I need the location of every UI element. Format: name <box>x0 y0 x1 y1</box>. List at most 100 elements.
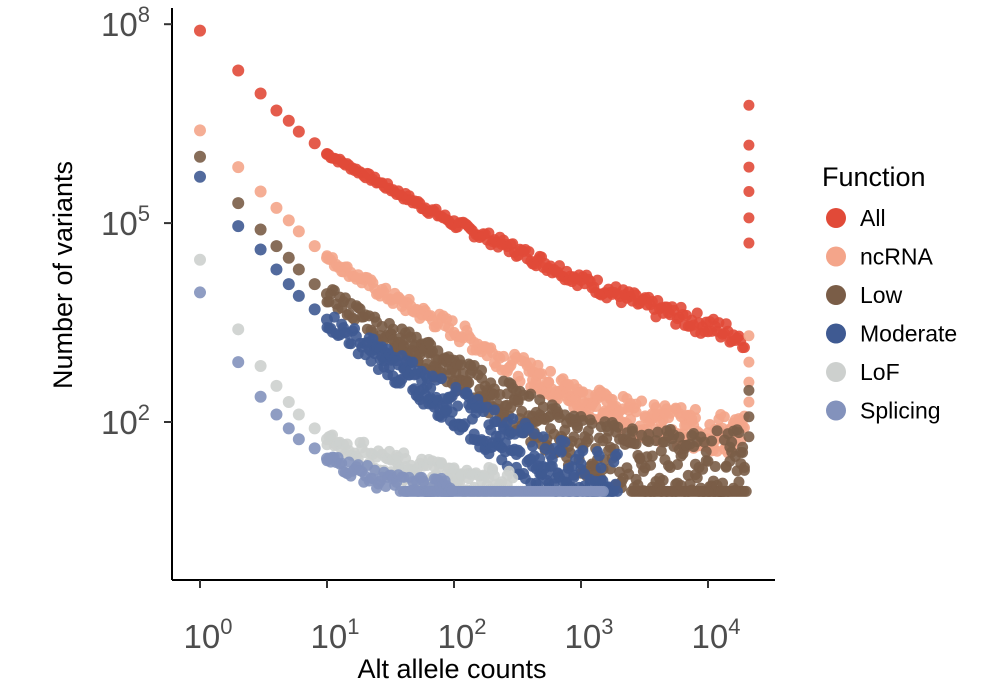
x-tick-label-exponent: 2 <box>474 614 486 639</box>
x-tick-label: 103 <box>565 614 614 655</box>
x-tick-label-base: 10 <box>311 618 348 655</box>
data-point <box>743 185 755 197</box>
data-point <box>743 396 755 408</box>
data-point <box>611 448 623 460</box>
data-point <box>544 365 556 377</box>
y-tick-label-exponent: 8 <box>138 2 150 27</box>
data-point <box>743 161 755 173</box>
data-point <box>537 431 549 443</box>
data-point <box>590 400 602 412</box>
data-point <box>652 426 664 438</box>
data-point <box>498 350 510 362</box>
legend-label-ncrna: ncRNA <box>860 244 934 270</box>
data-point <box>675 402 687 414</box>
data-point <box>743 356 755 368</box>
data-point <box>254 243 267 256</box>
data-point <box>630 406 642 418</box>
data-point <box>636 395 648 407</box>
legend-key-lof <box>826 362 846 382</box>
data-point <box>407 356 419 368</box>
data-point <box>645 459 657 471</box>
y-tick-label-base: 10 <box>101 205 138 242</box>
data-point <box>450 381 462 393</box>
data-point <box>537 401 549 413</box>
data-point <box>743 212 755 224</box>
x-axis-ticks: 100 101 102 103 104 <box>184 580 741 655</box>
x-tick-label: 100 <box>184 614 233 655</box>
x-tick-label-base: 10 <box>438 618 475 655</box>
data-point <box>593 450 605 462</box>
data-point <box>463 377 475 389</box>
plot-area <box>194 24 755 497</box>
data-point <box>194 170 206 183</box>
data-point <box>254 359 267 372</box>
data-point <box>476 364 488 376</box>
data-point <box>380 282 392 294</box>
data-point <box>435 373 447 385</box>
data-point <box>282 278 295 291</box>
data-point <box>743 237 755 249</box>
data-point <box>321 452 333 465</box>
data-point <box>254 185 267 198</box>
y-tick-label: 105 <box>101 201 150 242</box>
data-point <box>432 345 444 357</box>
data-point <box>308 278 321 291</box>
data-point <box>194 150 206 163</box>
data-point <box>514 446 526 458</box>
data-point <box>270 201 283 214</box>
data-point <box>743 376 755 388</box>
data-point <box>743 99 755 111</box>
data-point <box>270 408 283 421</box>
x-tick-label: 104 <box>692 614 741 655</box>
data-point <box>254 87 267 100</box>
data-point <box>528 428 540 440</box>
data-point <box>738 461 750 473</box>
data-point <box>743 330 755 342</box>
y-tick-label-base: 10 <box>101 6 138 43</box>
x-tick-label-exponent: 3 <box>601 614 613 639</box>
data-point <box>697 463 709 475</box>
data-point <box>577 445 589 457</box>
legend-label-splicing: Splicing <box>860 398 941 424</box>
data-point <box>488 470 500 482</box>
y-tick-label: 108 <box>101 2 150 43</box>
data-point <box>507 472 519 484</box>
series-all <box>194 24 755 354</box>
y-tick-label-exponent: 5 <box>138 201 150 226</box>
data-point <box>733 427 745 439</box>
data-point <box>270 263 283 276</box>
data-point <box>527 440 539 452</box>
data-point <box>358 436 370 448</box>
data-point <box>743 139 755 151</box>
data-point <box>194 286 206 299</box>
x-tick-label-exponent: 0 <box>220 614 232 639</box>
data-point <box>700 446 712 458</box>
data-point <box>597 485 609 497</box>
data-point <box>575 458 587 470</box>
data-point <box>592 274 604 286</box>
data-point <box>446 315 458 327</box>
data-point <box>582 433 594 445</box>
data-point <box>232 197 245 210</box>
data-point <box>446 485 458 497</box>
data-point <box>514 375 526 387</box>
data-point <box>611 485 623 497</box>
data-point <box>254 390 267 403</box>
data-point <box>630 438 642 450</box>
data-point <box>718 411 730 423</box>
data-point <box>387 323 399 335</box>
x-tick-label-exponent: 1 <box>347 614 359 639</box>
data-point <box>308 240 321 253</box>
data-point <box>706 435 718 447</box>
legend-label-low: Low <box>860 282 903 308</box>
legend-key-low <box>826 285 846 305</box>
data-point <box>536 368 548 380</box>
legend-key-all <box>826 208 846 228</box>
data-point <box>523 246 535 258</box>
data-point <box>282 214 295 227</box>
data-point <box>292 125 305 138</box>
data-point <box>555 446 567 458</box>
data-point <box>321 433 333 446</box>
data-point <box>321 251 333 264</box>
